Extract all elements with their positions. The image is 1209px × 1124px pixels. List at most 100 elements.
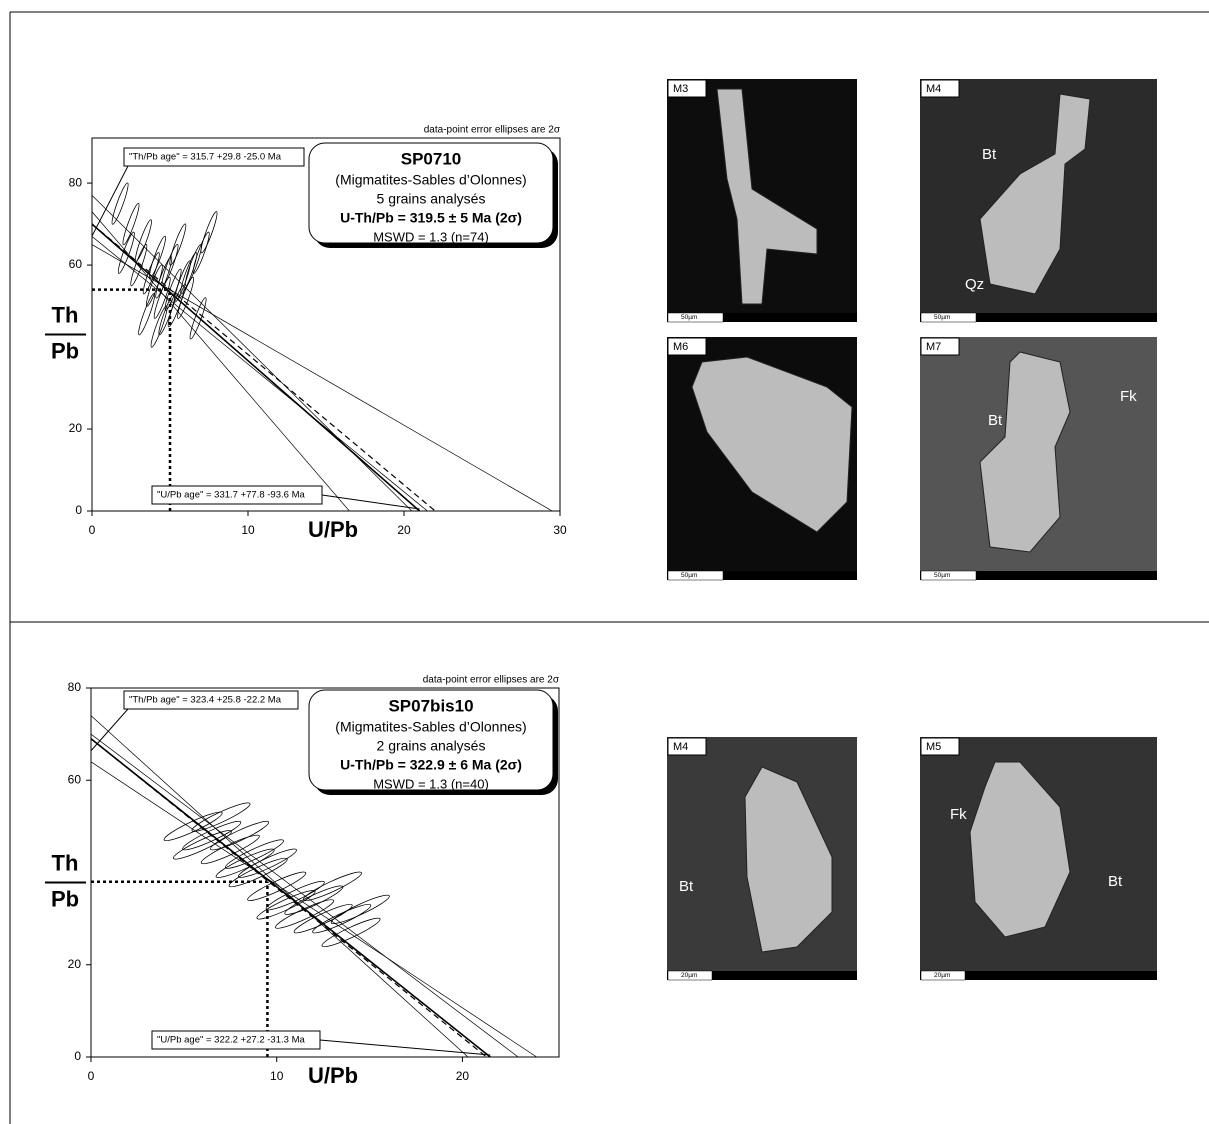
u-pb-age: "U/Pb age" = 322.2 +27.2 -31.3 Ma bbox=[157, 1035, 305, 1046]
th-pb-age: "Th/Pb age" = 315.7 +29.8 -25.0 Ma bbox=[129, 152, 282, 163]
mineral-label: Bt bbox=[862, 798, 877, 815]
micrograph: M4 20µm Bt Bt bbox=[667, 737, 877, 981]
x-tick-label: 20 bbox=[456, 1069, 470, 1083]
scale-strip bbox=[667, 571, 857, 580]
y-tick-label: 60 bbox=[69, 257, 83, 271]
scale-label: 50µm bbox=[681, 314, 697, 321]
scale-label: 50µm bbox=[681, 572, 697, 579]
error-ellipse bbox=[321, 917, 381, 948]
y-tick-label: 80 bbox=[68, 680, 82, 694]
mineral-label: Bt bbox=[679, 878, 694, 895]
micrograph: M4 50µm Bt Qz bbox=[920, 79, 1157, 323]
mineral-label: Qz bbox=[965, 276, 984, 293]
label-box bbox=[667, 79, 707, 98]
error-ellipse bbox=[135, 219, 152, 262]
annotation-box bbox=[123, 147, 305, 167]
error-ellipse bbox=[163, 811, 223, 842]
mineral-label: Bt bbox=[1108, 873, 1123, 890]
scale-strip bbox=[920, 971, 1157, 980]
error-ellipse bbox=[150, 305, 168, 348]
micrograph: M6 50µm bbox=[667, 337, 857, 581]
error-ellipse bbox=[169, 223, 187, 266]
mineral-grain bbox=[744, 766, 833, 953]
mineral-grain bbox=[979, 93, 1091, 295]
x-axis-label: U/Pb bbox=[308, 1063, 358, 1088]
x-axis-label: U/Pb bbox=[308, 517, 358, 542]
info-line: (Migmatites-Sables d’Olonnes) bbox=[335, 719, 526, 735]
scale-box bbox=[667, 970, 713, 981]
label-box bbox=[667, 737, 707, 756]
error-ellipse bbox=[200, 211, 218, 254]
info-line: U-Th/Pb = 319.5 ± 5 Ma (2σ) bbox=[340, 210, 522, 226]
error-ellipse bbox=[265, 880, 325, 911]
error-ellipse bbox=[161, 243, 179, 287]
image-label: M4 bbox=[673, 741, 688, 753]
regression-line bbox=[92, 223, 421, 511]
x-tick-label: 0 bbox=[88, 1069, 95, 1083]
error-ellipse bbox=[172, 830, 232, 860]
error-ellipse bbox=[153, 276, 171, 319]
x-tick-label: 20 bbox=[397, 523, 411, 537]
scale-label: 20µm bbox=[934, 972, 950, 979]
mineral-grain bbox=[979, 351, 1071, 553]
error-ellipse bbox=[224, 839, 284, 869]
regression-line bbox=[92, 244, 553, 511]
note: data-point error ellipses are 2σ bbox=[424, 125, 561, 136]
mineral-grain bbox=[691, 356, 853, 533]
error-ellipse bbox=[247, 871, 307, 902]
scale-strip bbox=[667, 971, 857, 980]
plot-frame bbox=[90, 687, 560, 1058]
error-ellipse bbox=[111, 182, 129, 225]
label-box bbox=[667, 337, 707, 356]
error-ellipse bbox=[312, 903, 372, 934]
error-ellipse bbox=[149, 235, 166, 278]
info-line: MSWD = 1.3 (n=74) bbox=[373, 229, 489, 244]
y-axis-label: Pb bbox=[51, 338, 79, 363]
y-tick-label: 0 bbox=[74, 1049, 81, 1063]
x-tick-label: 10 bbox=[270, 1069, 284, 1083]
image-label: M3 bbox=[673, 83, 688, 95]
info-line: 2 grains analysés bbox=[377, 738, 486, 754]
leader bbox=[321, 494, 420, 510]
regression-line bbox=[92, 223, 436, 511]
x-tick-label: 0 bbox=[89, 523, 96, 537]
micrograph: M3 50µm bbox=[667, 79, 857, 323]
info-box bbox=[308, 142, 554, 244]
mineral-label: Fk bbox=[950, 806, 967, 823]
leader bbox=[90, 708, 129, 752]
annotation-box bbox=[151, 1030, 321, 1050]
y-axis-label: Pb bbox=[51, 886, 79, 911]
error-ellipse bbox=[293, 903, 353, 934]
y-tick-label: 20 bbox=[68, 957, 82, 971]
x-tick-label: 30 bbox=[553, 523, 567, 537]
annotation-box bbox=[123, 690, 299, 710]
scale-label: 50µm bbox=[934, 314, 950, 321]
x-tick-label: 10 bbox=[241, 523, 255, 537]
y-tick-label: 0 bbox=[75, 503, 82, 517]
info-line: 5 grains analysés bbox=[377, 191, 486, 207]
mineral-grain bbox=[716, 88, 818, 305]
mineral-label: Bt bbox=[988, 412, 1003, 429]
info-line: MSWD = 1.3 (n=40) bbox=[373, 776, 489, 791]
y-axis-label: Th bbox=[52, 302, 79, 327]
error-ellipse bbox=[330, 894, 390, 925]
y-axis-label: Th bbox=[52, 850, 79, 875]
error-ellipse bbox=[284, 885, 344, 915]
label-box bbox=[920, 79, 960, 98]
leader bbox=[319, 1039, 491, 1056]
image-label: M7 bbox=[926, 341, 941, 353]
scale-box bbox=[920, 970, 966, 981]
mineral-label: Fk bbox=[1120, 388, 1137, 405]
micrograph: M7 50µm Bt Fk bbox=[920, 337, 1157, 581]
scale-box bbox=[920, 312, 977, 323]
info-box bbox=[308, 689, 554, 791]
annotation-box bbox=[151, 485, 323, 505]
note: data-point error ellipses are 2σ bbox=[423, 675, 560, 686]
regression-line bbox=[92, 195, 413, 511]
leader bbox=[91, 165, 129, 237]
image-label: M6 bbox=[673, 341, 688, 353]
info-line: U-Th/Pb = 322.9 ± 6 Ma (2σ) bbox=[340, 757, 522, 773]
y-tick-label: 60 bbox=[68, 772, 82, 786]
error-ellipse bbox=[237, 848, 297, 878]
